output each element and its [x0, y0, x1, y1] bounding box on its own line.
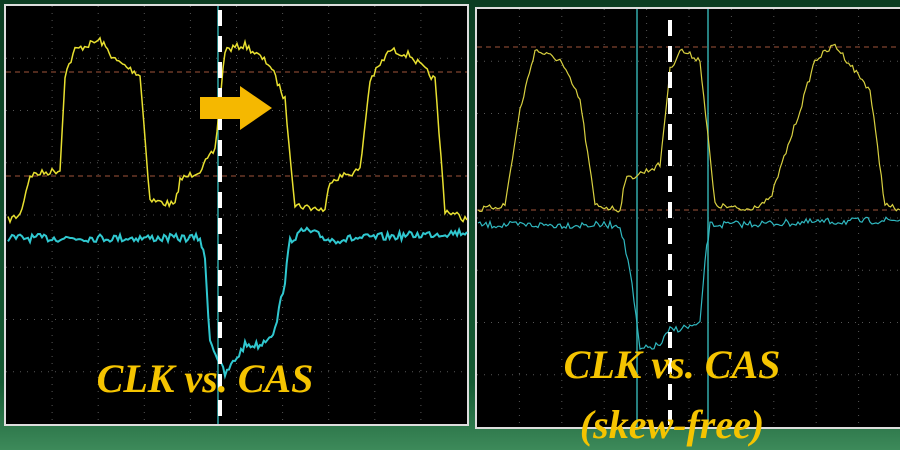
caption: CLK vs. CAS — [97, 356, 314, 401]
subcaption: (skew-free) — [580, 402, 764, 447]
slide: CLK vs. CAS CLK vs. CAS (skew-free) — [0, 0, 900, 450]
caption: CLK vs. CAS — [564, 342, 781, 387]
